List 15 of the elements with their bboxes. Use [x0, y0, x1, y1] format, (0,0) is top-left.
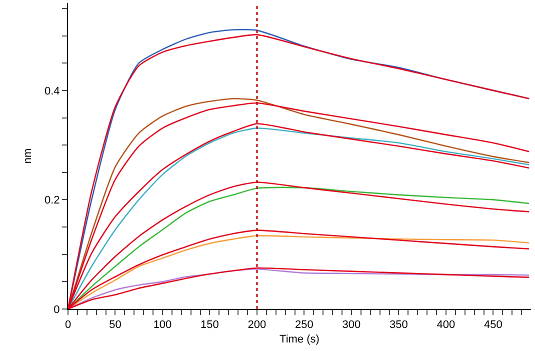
x-tick-label: 50 — [109, 319, 122, 332]
x-tick-label: 200 — [248, 319, 266, 332]
y-tick-label: 0 — [54, 304, 60, 316]
x-tick-label: 450 — [484, 319, 502, 332]
x-tick-label: 0 — [64, 319, 72, 332]
y-axis-title: nm — [22, 148, 34, 164]
x-axis-title: Time (s) — [280, 333, 320, 346]
x-tick-label: 300 — [342, 319, 361, 332]
x-tick-label: 350 — [390, 319, 408, 332]
x-tick-label: 250 — [295, 319, 314, 332]
y-tick-label: 0.4 — [44, 85, 60, 98]
x-tick-label: 400 — [436, 319, 456, 332]
x-tick-label: 150 — [200, 319, 219, 332]
y-tick-label: 0.2 — [44, 194, 60, 207]
x-tick-label: 100 — [153, 319, 172, 332]
